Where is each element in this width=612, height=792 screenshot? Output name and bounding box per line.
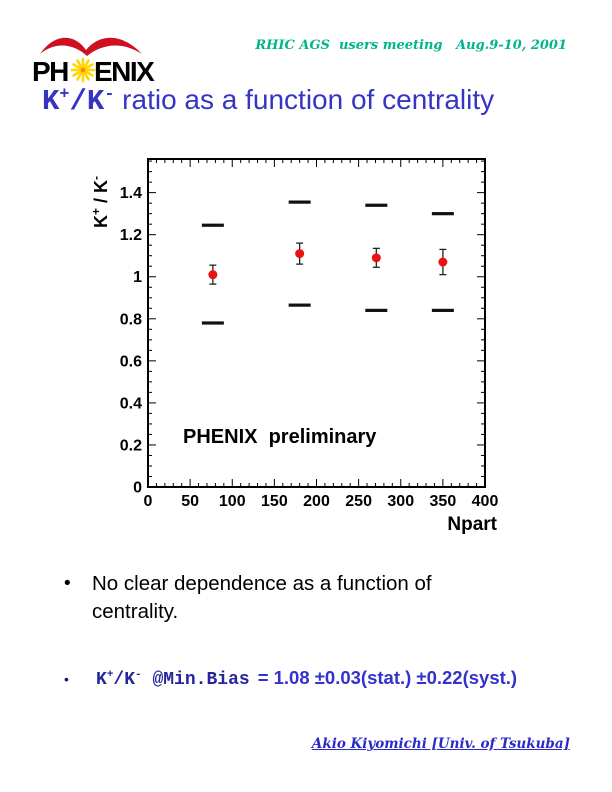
y-tick-label: 1.2 (120, 227, 142, 244)
x-tick-label: 150 (261, 493, 288, 510)
syst-error-low (431, 308, 454, 312)
axis-labels: 0 50 100 150 200 250 300 350 400 0 0.2 0.4 0.6 0.8 1 1.… (89, 176, 498, 535)
data-point-marker (295, 249, 305, 259)
phenix-logo: PH ENIX (26, 26, 166, 88)
chart-svg: 0 50 100 150 200 250 300 350 400 0 0.2 0.4 0.6 0.8 1 1.… (89, 158, 498, 535)
page-title: K+/K- ratio as a function of centrality (42, 84, 494, 118)
y-tick-label: 0.4 (120, 395, 142, 412)
syst-error-low (365, 308, 388, 312)
title-slash: / (69, 85, 87, 118)
b2-k1: K (96, 670, 107, 690)
centrality-ratio-chart: 0 50 100 150 200 250 300 350 400 0 0.2 0.4 0.6 0.8 1 1.… (80, 140, 520, 540)
bullet-item-2: • K+/K- @Min.Bias = 1.08 ±0.03(stat.) ±0… (64, 667, 517, 690)
syst-error-low (201, 321, 224, 325)
author-credit: Akio Kiyomichi [Univ. of Tsukuba] (311, 736, 570, 752)
x-tick-label: 400 (472, 493, 499, 510)
logo-wings-icon (40, 37, 142, 56)
data-points (201, 200, 454, 325)
b2-k2: K (124, 670, 136, 690)
syst-error-low (288, 303, 311, 307)
x-tick-label: 50 (181, 493, 199, 510)
title-kaon-ratio: K+/K- (42, 85, 114, 118)
y-tick-label: 0.6 (120, 353, 142, 370)
x-tick-label: 100 (219, 493, 246, 510)
title-k2: K (86, 85, 105, 118)
y-tick-label: 0.2 (120, 437, 142, 454)
x-tick-label: 350 (430, 493, 457, 510)
axis-ticks (147, 159, 486, 488)
title-sup-plus: + (59, 85, 70, 105)
logo-text-right: ENIX (94, 56, 155, 87)
x-tick-label: 200 (303, 493, 330, 510)
syst-error-high (431, 212, 454, 216)
meeting-header: RHIC AGS users meeting Aug.9-10, 2001 (255, 38, 567, 53)
bullet-item-1: • No clear dependence as a function of c… (64, 570, 510, 626)
bullet-marker: • (64, 671, 69, 687)
bullet-marker: • (64, 573, 71, 594)
phenix-logo-graphic: PH ENIX (32, 37, 157, 87)
title-k1: K (42, 85, 60, 118)
syst-error-high (365, 203, 388, 207)
data-point-marker (208, 270, 218, 280)
minbias-ratio-value: = 1.08 ±0.03(stat.) ±0.22(syst.) (257, 667, 518, 688)
logo-sunburst-core (80, 67, 86, 73)
x-tick-label: 0 (144, 493, 153, 510)
data-point-marker (438, 257, 448, 267)
y-tick-label: 1.4 (120, 185, 142, 202)
x-tick-label: 250 (345, 493, 372, 510)
y-tick-label: 0.8 (120, 311, 142, 328)
title-rest: ratio as a function of centrality (114, 84, 495, 115)
bullet-1-text: No clear dependence as a function of cen… (92, 572, 432, 623)
x-tick-label: 300 (387, 493, 414, 510)
syst-error-high (201, 223, 224, 227)
b2-slash: / (113, 670, 125, 690)
preliminary-label: PHENIX preliminary (183, 426, 377, 448)
syst-error-high (288, 200, 311, 204)
b2-sup-plus: + (106, 669, 114, 681)
b2-sup-minus: - (135, 669, 142, 681)
title-sup-minus: - (104, 85, 115, 105)
y-tick-label: 0 (133, 480, 142, 497)
logo-text-left: PH (32, 56, 68, 87)
y-axis-title: K+ / K- (89, 176, 111, 228)
b2-minbias: @Min.Bias (141, 670, 250, 690)
y-tick-label: 1 (133, 269, 142, 286)
data-point-marker (371, 253, 381, 263)
minbias-ratio-label: K+/K- @Min.Bias (96, 669, 250, 690)
x-axis-title: Npart (447, 514, 497, 535)
